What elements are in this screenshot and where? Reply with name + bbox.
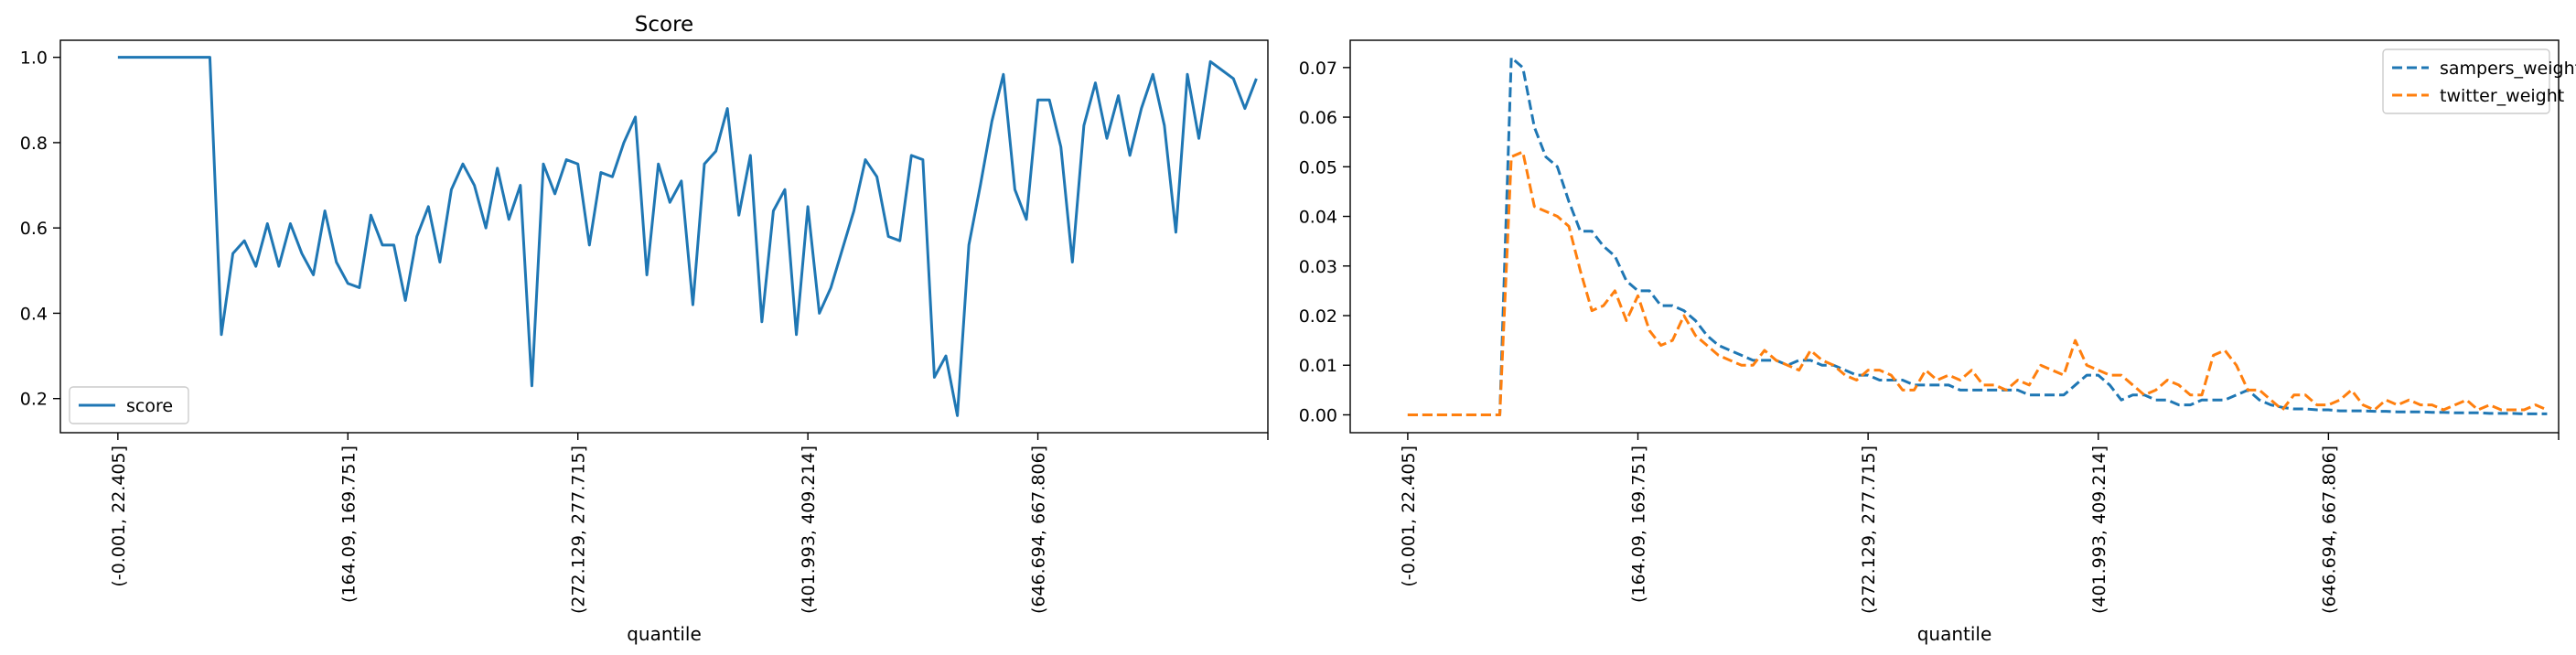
- c1-y-tick-label: 0.05: [1299, 157, 1337, 177]
- c0-y-tick-label: 0.8: [20, 134, 48, 154]
- c1-x-tick-label: (646.694, 667.806]: [2319, 446, 2339, 614]
- c1-y-tick-label: 0.00: [1299, 405, 1337, 425]
- c0-y-tick-label: 1.0: [20, 48, 48, 69]
- c0-x-tick-label: (646.694, 667.806]: [1029, 446, 1049, 614]
- c1-x-axis-label: quantile: [1917, 623, 1992, 645]
- c1-y-tick-label: 0.01: [1299, 356, 1337, 376]
- c0-legend: score: [69, 386, 189, 424]
- c1-legend-label: sampers_weight: [2440, 59, 2576, 79]
- weights-chart-panel: 0.00 0.01 0.02 0.03 0.04 0.05 0.06 0.07 (-0.001,…: [1299, 39, 2576, 645]
- c1-y-tick-label: 0.06: [1299, 108, 1337, 128]
- c1-y-tick-label: 0.02: [1299, 306, 1337, 327]
- c1-legend: sampers_weight twitter_weight: [2382, 48, 2576, 114]
- c1-y-tick-label: 0.07: [1299, 59, 1337, 79]
- c1-x-tick-label: (-0.001, 22.405]: [1399, 446, 1419, 587]
- c0-series-line-score: [117, 56, 1258, 417]
- c0-legend-label: score: [126, 396, 173, 416]
- c0-x-axis-label: quantile: [627, 623, 702, 645]
- c0-x-tick-label: (272.129, 277.715]: [569, 446, 589, 614]
- c0-y-tick-label: 0.4: [20, 304, 48, 324]
- c1-y-tick-label: 0.03: [1299, 257, 1337, 277]
- c0-legend-box: [69, 386, 189, 424]
- c0-x-tick-label: (164.09, 169.751]: [338, 446, 359, 603]
- c0-axes-frame: [59, 39, 1269, 434]
- c1-series-line-twitter_weight: [1407, 150, 2549, 416]
- c0-y-tick-label: 0.2: [20, 390, 48, 410]
- c1-series-line-sampers_weight: [1407, 56, 2548, 416]
- c1-axes-frame: [1349, 39, 2560, 434]
- c1-y-tick-label: 0.04: [1299, 208, 1337, 228]
- c1-x-tick-label: (272.129, 277.715]: [1859, 446, 1879, 614]
- c1-x-tick-label: (401.993, 409.214]: [2089, 446, 2109, 614]
- score-chart-panel: Score 0.2 0.4 0.6 0.8 1.0 (-0.001, 22.405] (164…: [20, 13, 1269, 645]
- c0-x-tick-label: (-0.001, 22.405]: [109, 446, 129, 587]
- c1-legend-box: [2382, 48, 2550, 114]
- c1-legend-label: twitter_weight: [2440, 86, 2564, 106]
- c0-x-tick-label: (401.993, 409.214]: [799, 446, 819, 614]
- c0-y-tick-label: 0.6: [20, 219, 48, 239]
- c1-x-tick-label: (164.09, 169.751]: [1629, 446, 1649, 603]
- c0-chart-title: Score: [635, 13, 693, 37]
